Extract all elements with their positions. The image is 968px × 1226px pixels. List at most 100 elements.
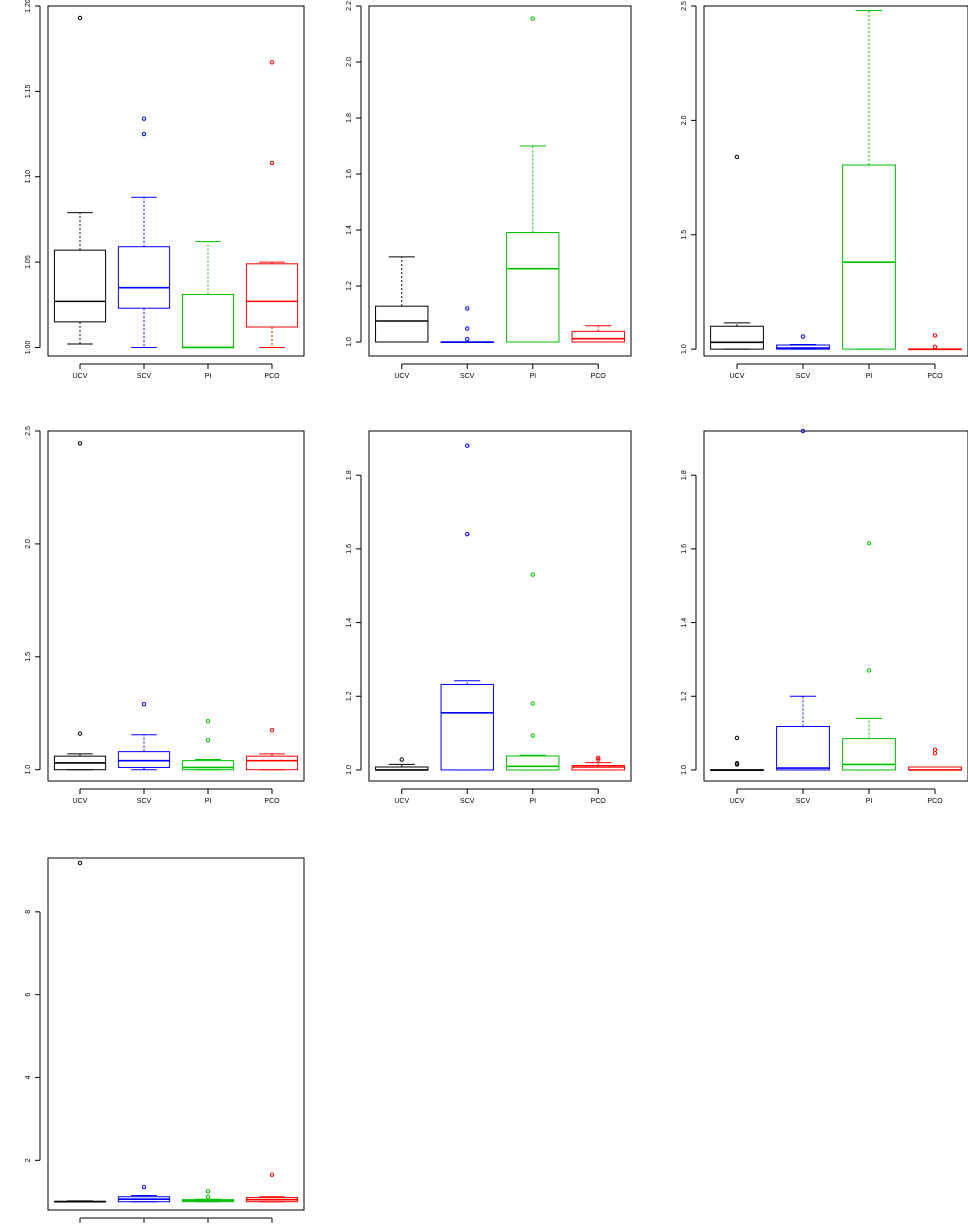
y-tick-label: 1.0 xyxy=(25,765,32,775)
outlier-point xyxy=(77,441,83,446)
box-body xyxy=(842,738,896,771)
outlier-point xyxy=(866,668,872,673)
box-ucv xyxy=(375,256,429,343)
box-body xyxy=(506,232,560,343)
y-tick-label: 1.15 xyxy=(25,84,32,98)
y-tick-label: 1.00 xyxy=(25,341,32,355)
y-tick-label: 1.8 xyxy=(346,113,353,123)
y-tick-label: 4 xyxy=(25,1075,32,1079)
box-ucv xyxy=(53,441,107,771)
y-tick-label: 1.0 xyxy=(681,765,688,775)
x-tick-label: SCV xyxy=(796,798,811,805)
outlier-point xyxy=(465,531,470,537)
y-tick-label: 2.0 xyxy=(681,115,688,125)
box-ucv xyxy=(375,757,429,771)
box-scv xyxy=(776,334,830,350)
x-tick-label: UCV xyxy=(394,373,409,380)
box-scv xyxy=(440,443,494,771)
x-tick-label: PI xyxy=(205,798,212,805)
y-tick-label: 1.5 xyxy=(681,230,688,240)
outlier-point xyxy=(530,701,535,706)
outlier-point xyxy=(530,733,535,738)
box-body xyxy=(375,305,429,343)
y-tick-label: 2.5 xyxy=(25,426,32,436)
box-body xyxy=(117,751,171,768)
box-pi xyxy=(842,10,896,350)
y-tick-label: 6 xyxy=(25,993,32,997)
x-tick-label: PCO xyxy=(264,798,280,805)
chart-panel-7: 2468UCVSCVPIPCO xyxy=(25,857,305,1223)
box-body xyxy=(53,249,107,323)
y-tick-label: 1.5 xyxy=(25,652,32,662)
outlier-point xyxy=(596,755,601,760)
outlier-point xyxy=(205,1194,211,1199)
x-tick-label: PCO xyxy=(927,373,943,380)
chart-panel-4: 1.0 1.5 2.0 2.5 UCV SCV PI PCO xyxy=(25,426,305,805)
box-pi xyxy=(181,718,235,771)
y-tick-label: 1.6 xyxy=(681,544,688,554)
y-tick-label: 1.05 xyxy=(25,255,32,269)
box-body xyxy=(181,294,235,348)
x-tick-label: SCV xyxy=(460,798,475,805)
x-tick-label: PCO xyxy=(591,798,607,805)
y-tick-label: 1.4 xyxy=(346,225,353,235)
outlier-point xyxy=(77,731,83,736)
outlier-point xyxy=(465,326,470,331)
chart-panel-1: 1.00 1.05 1.10 1.15 1.20 UCV SCV PI PCO xyxy=(25,0,305,380)
outlier-point xyxy=(800,428,806,434)
outlier-point xyxy=(141,131,147,137)
x-tick-label: PI xyxy=(205,373,212,380)
chart-panel-3: 1.0 1.5 2.0 2.5 UCV SCV PI PCO xyxy=(681,1,968,380)
x-tick-label: SCV xyxy=(137,798,152,805)
x-tick-label: PI xyxy=(529,373,536,380)
y-tick-label: 1.10 xyxy=(25,170,32,184)
x-tick-label: PI xyxy=(866,798,873,805)
y-tick-label: 2.5 xyxy=(681,1,688,11)
y-tick-label: 1.6 xyxy=(346,169,353,179)
box-body xyxy=(571,330,625,343)
box-pi xyxy=(181,241,235,349)
box-scv xyxy=(776,428,830,771)
chart-panel-5: 1.0 1.2 1.4 1.6 1.8 UCV SCV PI PCO xyxy=(346,430,632,805)
box-ucv xyxy=(53,860,107,1203)
x-tick-label: PCO xyxy=(264,373,280,380)
outlier-point xyxy=(734,154,740,160)
box-body xyxy=(117,246,171,309)
y-tick-label: 1.8 xyxy=(346,470,353,480)
outlier-point xyxy=(77,15,83,21)
y-tick-label: 1.0 xyxy=(681,344,688,354)
outlier-point xyxy=(205,738,211,743)
y-tick-label: 1.0 xyxy=(346,337,353,347)
box-pco xyxy=(571,325,625,343)
x-tick-label: UCV xyxy=(394,798,409,805)
x-tick-label: UCV xyxy=(730,798,745,805)
box-pi xyxy=(506,16,560,343)
x-tick-label: PCO xyxy=(927,798,943,805)
box-ucv xyxy=(710,735,764,771)
y-tick-label: 1.4 xyxy=(681,618,688,628)
box-scv xyxy=(117,1185,171,1203)
outlier-point xyxy=(269,160,275,166)
box-body xyxy=(842,164,896,350)
outlier-point xyxy=(141,702,147,707)
y-tick-label: 1.2 xyxy=(346,281,353,291)
outlier-point xyxy=(530,16,535,21)
box-pi xyxy=(506,572,560,771)
box-body xyxy=(506,755,560,771)
outlier-point xyxy=(734,761,740,766)
y-tick-label: 1.4 xyxy=(346,618,353,628)
box-pco xyxy=(245,1172,299,1203)
box-body xyxy=(710,325,764,350)
plot-frame xyxy=(47,857,305,1211)
x-tick-label: PCO xyxy=(591,373,607,380)
x-tick-label: SCV xyxy=(137,373,152,380)
x-tick-label: UCV xyxy=(73,798,88,805)
y-tick-label: 1.0 xyxy=(346,765,353,775)
x-tick-label: SCV xyxy=(460,373,475,380)
y-tick-label: 1.20 xyxy=(25,0,32,13)
x-tick-label: UCV xyxy=(730,373,745,380)
box-pi xyxy=(842,541,896,771)
y-tick-label: 8 xyxy=(25,910,32,914)
box-scv xyxy=(117,116,171,348)
